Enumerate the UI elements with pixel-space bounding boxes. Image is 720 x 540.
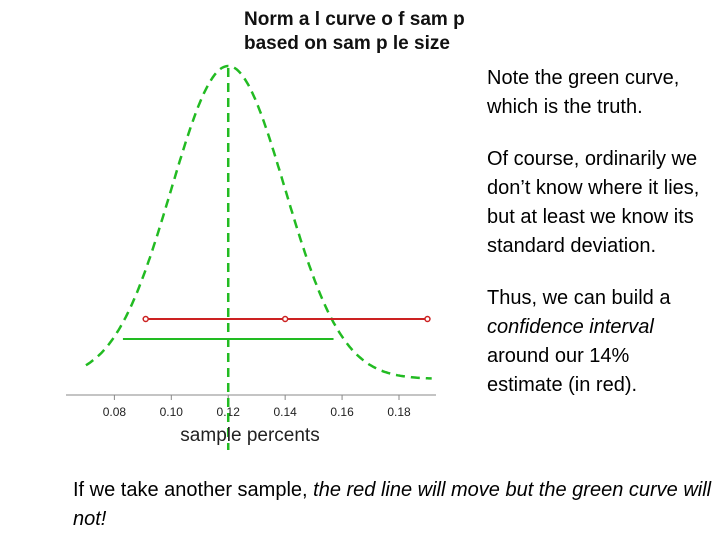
normal-curve-line — [85, 64, 432, 380]
normal-curve-chart: 0.08 0.10 0.12 0.14 0.16 0.18 sample percents — [66, 64, 436, 450]
chart-marks-layer: 0.08 0.10 0.12 0.14 0.16 0.18 — [66, 64, 436, 450]
x-tick-label: 0.08 — [103, 405, 127, 419]
footer-note: If we take another sample, the red line … — [73, 476, 713, 534]
chart-title-line-1: Norm a l curve o f sam p — [244, 9, 464, 30]
note-ci-suffix: around our 14% estimate (in red). — [487, 345, 638, 396]
note-truth: Note the green curve, which is the truth… — [487, 67, 680, 118]
sample-estimate-point — [281, 315, 289, 323]
x-tick-label: 0.10 — [160, 405, 184, 419]
footer-emphasis: the red line will move but the green cur… — [73, 479, 712, 530]
chart-title-line-2: based on sam p le size — [244, 33, 450, 54]
note-standard-deviation: Of course, ordinarily we don’t know wher… — [487, 148, 700, 257]
x-tick-label: 0.16 — [330, 405, 354, 419]
sample-interval-endpoint — [424, 315, 431, 323]
x-tick-label: 0.18 — [387, 405, 411, 419]
x-tick-label: 0.12 — [217, 405, 241, 419]
explanation-notes: Note the green curve, which is the truth… — [487, 64, 707, 400]
x-axis-label: sample percents — [180, 425, 319, 446]
sample-interval-endpoint — [142, 315, 149, 323]
note-ci-term: confidence interval — [487, 316, 654, 338]
chart-title: Norm a l curve o f sam p based on sam p … — [244, 8, 464, 60]
note-ci-prefix: Thus, we can build a — [487, 287, 671, 309]
x-tick-label: 0.14 — [273, 405, 297, 419]
footer-prefix: If we take another sample, — [73, 479, 314, 501]
note-confidence-interval: Thus, we can build a confidence interval… — [487, 284, 707, 400]
